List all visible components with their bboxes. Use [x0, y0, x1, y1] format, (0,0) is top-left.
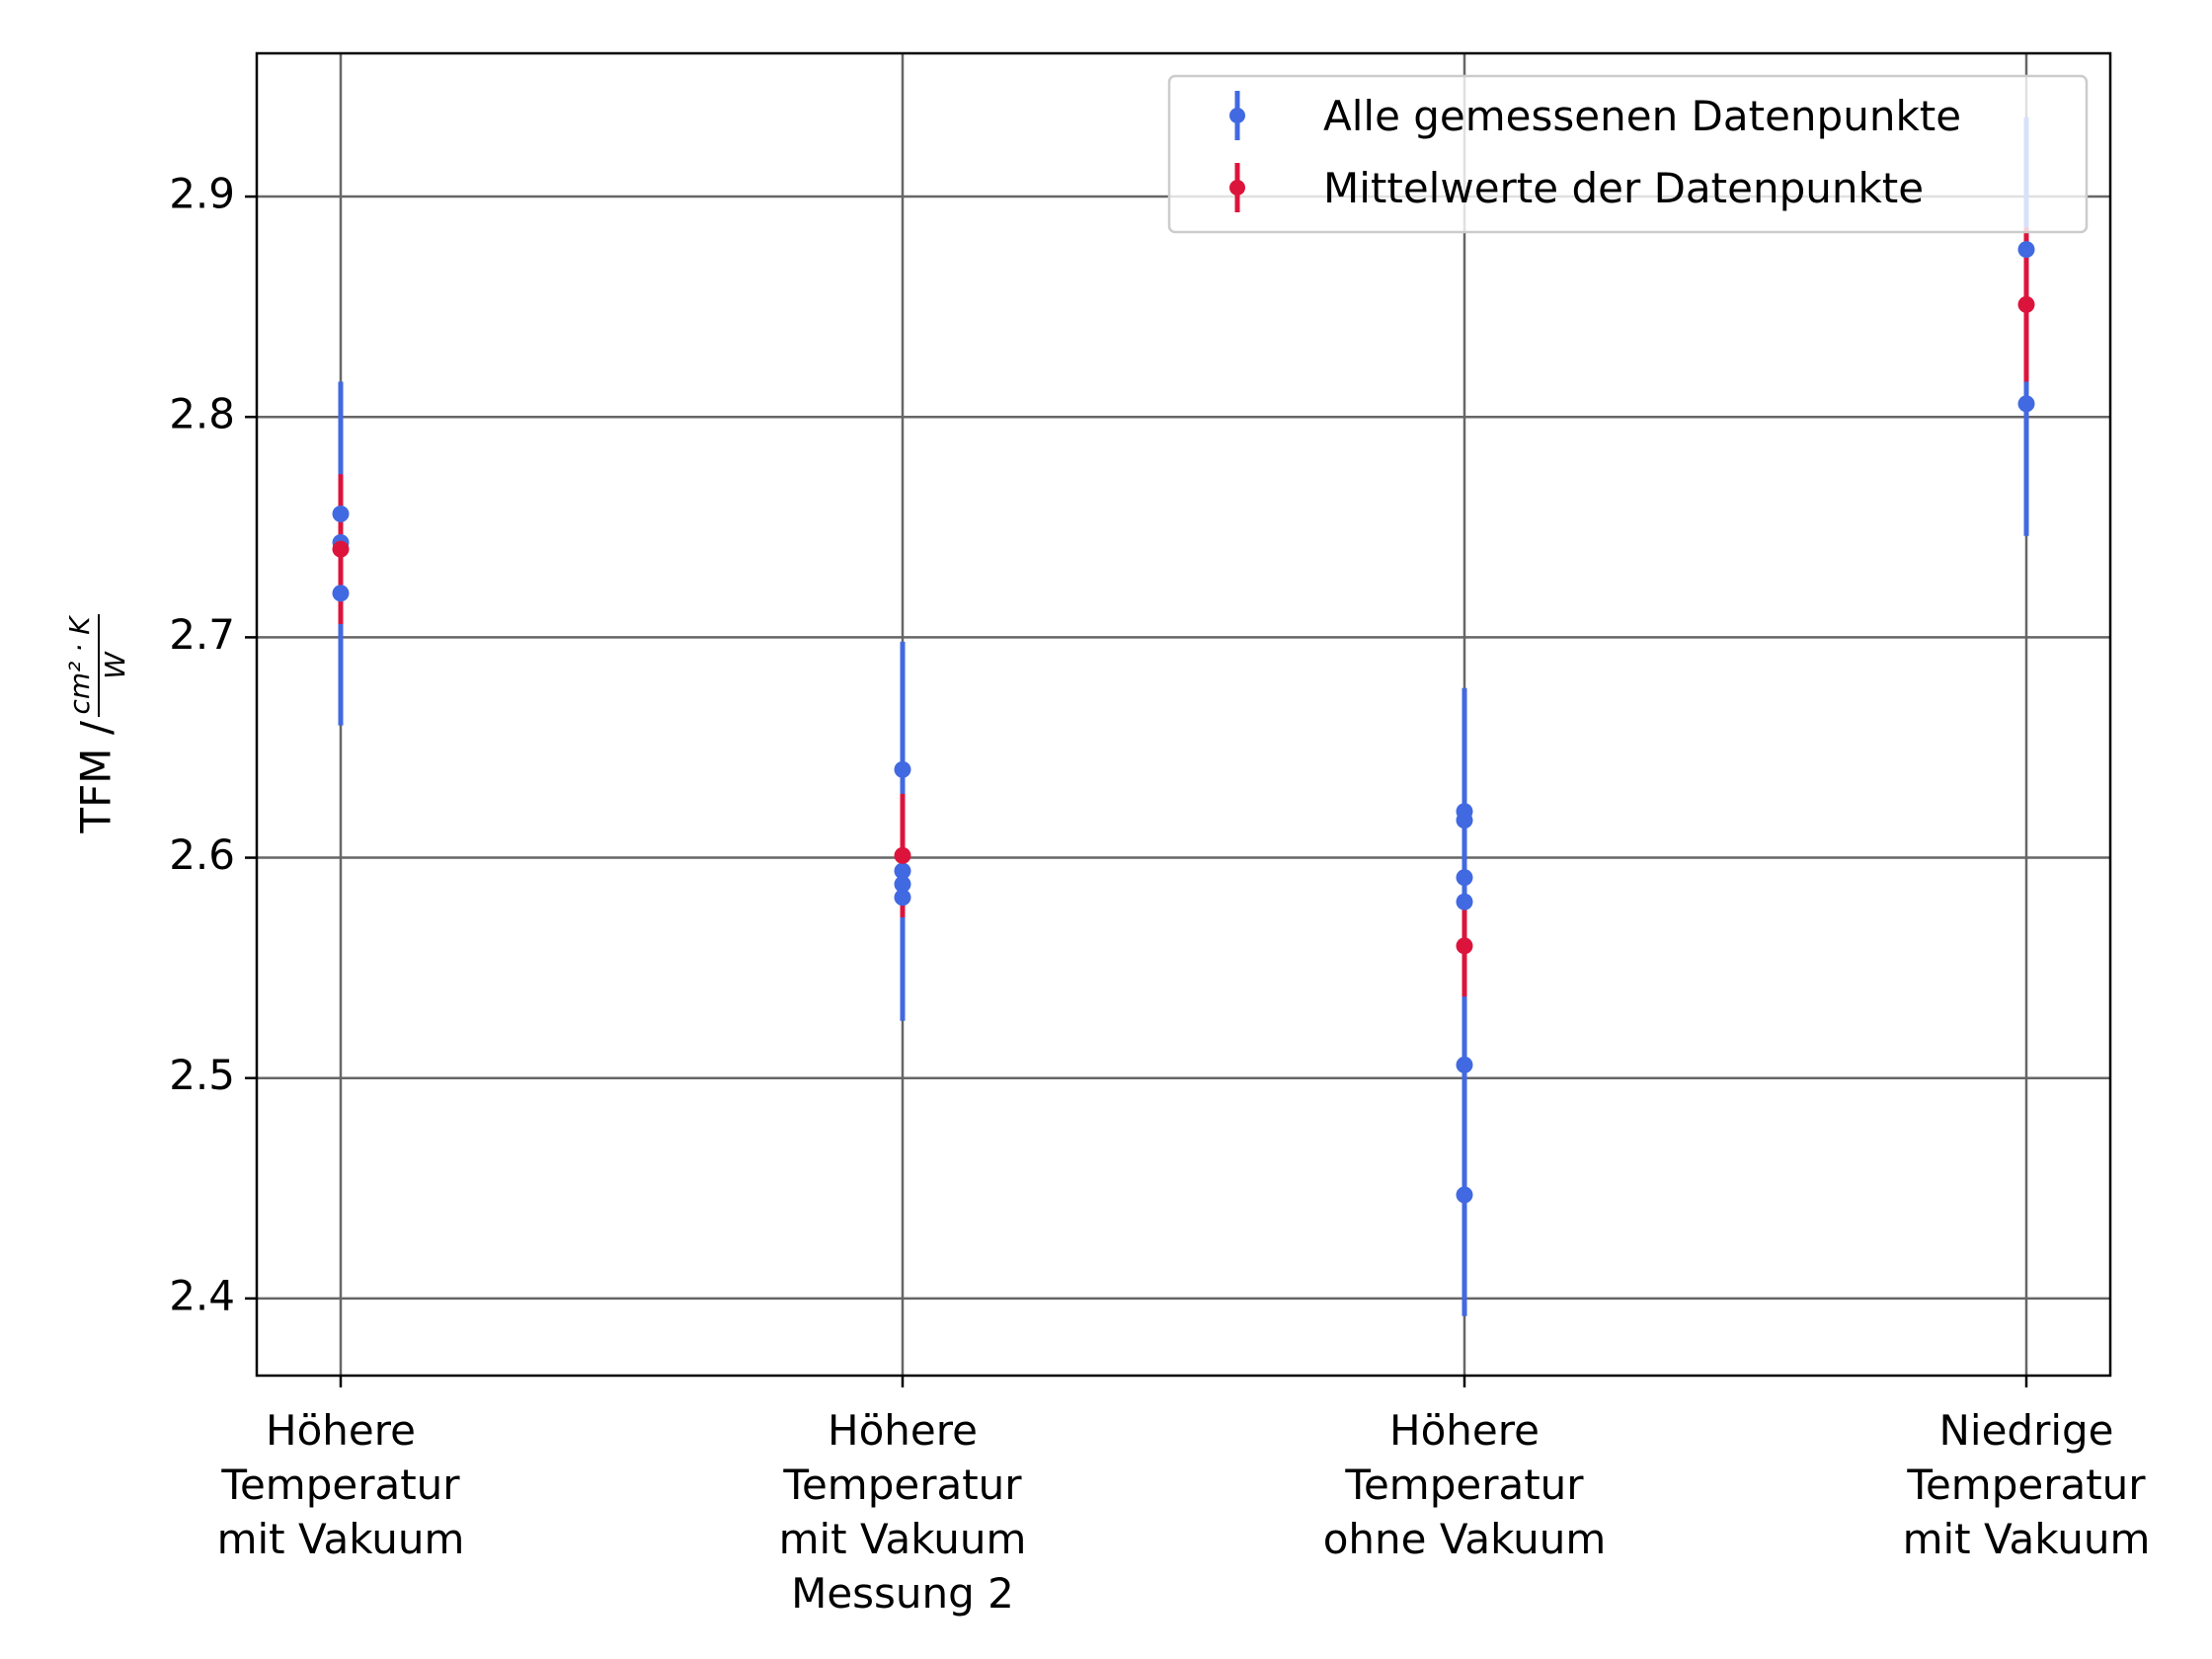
all-points-point — [894, 760, 911, 778]
all-points-point — [2017, 241, 2035, 259]
x-tick-label-line: Höhere — [828, 1406, 978, 1455]
all-points-point — [894, 862, 911, 880]
all-points-point — [2017, 395, 2035, 413]
grid — [257, 53, 2110, 1376]
mean-point — [2017, 295, 2035, 313]
all-points-point — [332, 505, 350, 522]
legend-label-all-points: Alle gemessenen Datenpunkte — [1323, 92, 1961, 140]
x-tick-label-line: Temperatur — [220, 1461, 460, 1509]
x-tick-label-line: Niedrige — [1938, 1406, 2113, 1455]
mean-point — [1456, 937, 1473, 955]
legend-frame — [1167, 74, 2089, 234]
y-tick-label: 2.7 — [169, 610, 235, 659]
y-tick-label: 2.6 — [169, 830, 235, 879]
data-points — [332, 241, 2035, 1204]
x-tick-label-line: mit Vakuum — [217, 1515, 465, 1563]
plot-area-frame — [255, 51, 2112, 1378]
y-tick-label: 2.4 — [169, 1271, 235, 1319]
errorbars — [338, 117, 2029, 1316]
all-points-point — [1456, 1186, 1473, 1204]
legend-marker-all-points — [1229, 108, 1245, 123]
all-points-point — [1456, 812, 1473, 830]
all-points-point — [894, 875, 911, 893]
legend-entry-means: Mittelwerte der Datenpunkte — [1229, 163, 1924, 212]
legend-marker-means — [1229, 180, 1245, 196]
all-points-point — [332, 585, 350, 602]
legend: Alle gemessenen Datenpunkte Mittelwerte … — [1167, 74, 2089, 234]
all-points-point — [894, 889, 911, 907]
x-tick-label-line: ohne Vakuum — [1323, 1515, 1607, 1563]
mean-point — [894, 846, 911, 864]
y-axis: 2.4 2.5 2.6 2.7 2.8 2.9 — [169, 170, 257, 1319]
x-tick-label-line: Höhere — [1389, 1406, 1540, 1455]
y-axis-unit-denominator: W — [99, 651, 131, 679]
all-points-point — [1456, 1056, 1473, 1073]
x-tick-label-line: mit Vakuum — [779, 1515, 1027, 1563]
y-axis-label: TFM / cm² · K W — [63, 614, 131, 834]
x-axis: Höhere Temperatur mit Vakuum Höhere Temperat… — [217, 1376, 2151, 1618]
x-tick-label-line: Temperatur — [782, 1461, 1022, 1509]
y-axis-label-text: TFM / — [72, 720, 120, 833]
all-points-point — [1456, 869, 1473, 887]
mean-point — [332, 540, 350, 558]
x-tick-label-line: mit Vakuum — [1903, 1515, 2151, 1563]
legend-entry-all-points: Alle gemessenen Datenpunkte — [1229, 91, 1961, 140]
y-tick-label: 2.5 — [169, 1051, 235, 1099]
x-tick-label-line: Temperatur — [1906, 1461, 2146, 1509]
y-tick-label: 2.9 — [169, 170, 235, 218]
y-tick-label: 2.8 — [169, 390, 235, 438]
x-tick-label-line: Temperatur — [1344, 1461, 1584, 1509]
legend-label-means: Mittelwerte der Datenpunkte — [1323, 164, 1924, 212]
y-axis-unit-numerator: cm² · K — [63, 614, 96, 715]
x-tick-label-line: Messung 2 — [791, 1569, 1014, 1618]
all-points-point — [1456, 893, 1473, 910]
x-tick-label-line: Höhere — [266, 1406, 416, 1455]
